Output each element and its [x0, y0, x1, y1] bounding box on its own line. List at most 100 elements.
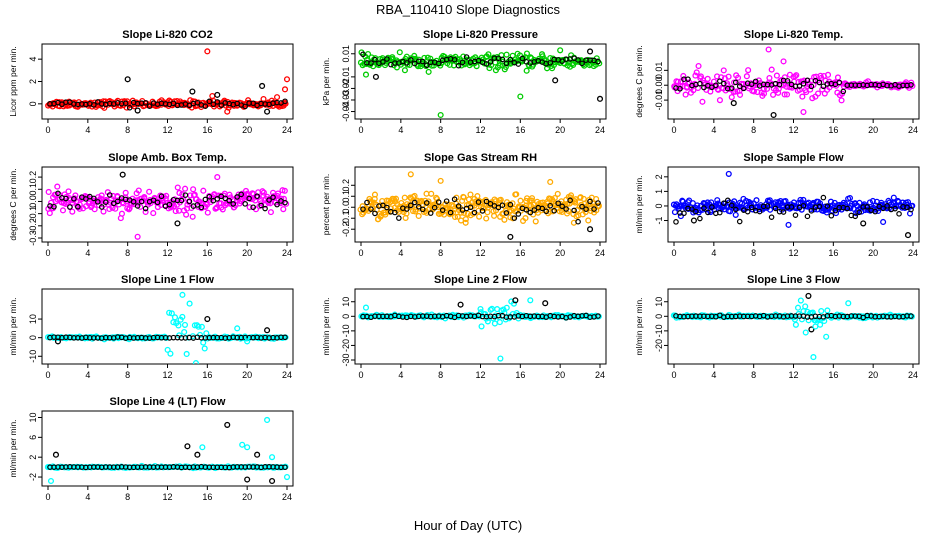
reference-point — [784, 78, 791, 84]
reference-point — [559, 203, 565, 210]
x-tick-label: 4 — [711, 125, 716, 135]
x-tick-label: 20 — [868, 125, 878, 135]
data-point — [732, 211, 739, 218]
data-point — [802, 329, 809, 336]
reference-point — [182, 192, 189, 198]
reference-point — [254, 193, 260, 199]
reference-point — [705, 209, 711, 216]
reference-point — [206, 193, 213, 200]
x-tick-label: 16 — [202, 492, 212, 502]
reference-point — [575, 218, 581, 225]
data-point — [676, 203, 683, 210]
panel-6: Slope Sample Flow 0 4 8 12 16 20 24 2 1 0 -1 ml/min … — [634, 152, 920, 258]
outlier-point — [244, 476, 251, 483]
reference-point — [83, 196, 89, 202]
outlier-point — [244, 338, 251, 345]
outlier-point — [283, 473, 291, 481]
x-tick-label: 20 — [242, 492, 252, 502]
x-tick-label: 12 — [788, 125, 798, 135]
reference-point — [91, 195, 97, 202]
outlier-point — [812, 323, 819, 330]
outlier-point — [254, 451, 261, 458]
reference-point — [724, 197, 731, 204]
reference-point — [709, 204, 715, 210]
x-tick-label: 0 — [671, 370, 676, 380]
outlier-point — [477, 305, 484, 313]
data-point — [200, 187, 207, 194]
data-point — [792, 321, 799, 328]
y-tick-label: -1 — [654, 217, 664, 225]
reference-point — [571, 207, 577, 214]
reference-point — [816, 203, 823, 210]
y-tick-label: -0.04 — [341, 101, 351, 122]
x-tick-label: 16 — [202, 248, 212, 258]
reference-point — [856, 209, 863, 216]
outlier-point — [527, 297, 534, 304]
y-tick-label: 0 — [654, 314, 664, 319]
data-point — [781, 91, 788, 98]
data-point — [720, 203, 727, 210]
outlier-point — [199, 444, 206, 451]
data-point — [834, 74, 842, 81]
reference-point — [368, 60, 374, 66]
outlier-point — [264, 416, 271, 424]
data-point — [699, 98, 706, 105]
data-point — [838, 97, 845, 104]
panel-8: Slope Line 2 Flow 0 4 8 12 16 20 24 10 0 -10 -20-30… — [321, 274, 607, 380]
y-tick-label: 0 — [341, 314, 351, 319]
data-point — [401, 194, 408, 201]
data-point — [192, 360, 199, 364]
outlier-point — [119, 171, 126, 178]
reference-point — [772, 205, 779, 212]
y-tick-label: 2 — [28, 79, 38, 84]
x-tick-label: 16 — [202, 370, 212, 380]
reference-point — [98, 204, 105, 210]
data-point — [551, 194, 558, 202]
outlier-point — [124, 76, 131, 83]
data-point — [189, 213, 196, 220]
x-tick-label: 16 — [202, 125, 212, 135]
data-point — [122, 189, 129, 196]
reference-point — [820, 83, 827, 90]
reference-point — [238, 191, 244, 198]
reference-point — [407, 202, 414, 209]
reference-point — [146, 103, 153, 109]
reference-point — [880, 205, 886, 212]
reference-point — [230, 201, 237, 207]
data-point — [491, 212, 498, 219]
x-tick-label: 20 — [242, 248, 252, 258]
x-tick-label: 16 — [828, 125, 838, 135]
outlier-point — [497, 355, 504, 362]
x-tick-label: 24 — [595, 370, 605, 380]
reference-point — [832, 207, 839, 214]
y-tick-label: -0.01 — [341, 67, 351, 88]
outlier-point — [860, 220, 867, 227]
data-point — [816, 200, 824, 207]
outlier-point — [214, 174, 221, 181]
reference-point — [154, 199, 161, 206]
y-tick-label: -10 — [341, 324, 351, 337]
outlier-point — [845, 300, 852, 307]
reference-point — [415, 203, 422, 210]
reference-point — [756, 208, 763, 215]
x-tick-label: 12 — [788, 370, 798, 380]
x-tick-label: 0 — [45, 248, 50, 258]
data-point — [175, 322, 182, 329]
x-tick-label: 4 — [711, 370, 716, 380]
x-tick-label: 12 — [162, 125, 172, 135]
reference-point — [71, 195, 77, 202]
data-point — [768, 66, 775, 73]
reference-point — [242, 103, 248, 110]
reference-point — [242, 201, 248, 207]
data-point — [532, 218, 539, 225]
reference-point — [75, 203, 81, 210]
data-point — [890, 194, 897, 201]
data-point — [476, 213, 483, 220]
reference-point — [214, 196, 221, 202]
data-point — [503, 304, 510, 311]
reference-point — [186, 198, 193, 205]
data-point — [167, 350, 174, 357]
data-point — [809, 95, 816, 102]
reference-point — [487, 59, 494, 65]
